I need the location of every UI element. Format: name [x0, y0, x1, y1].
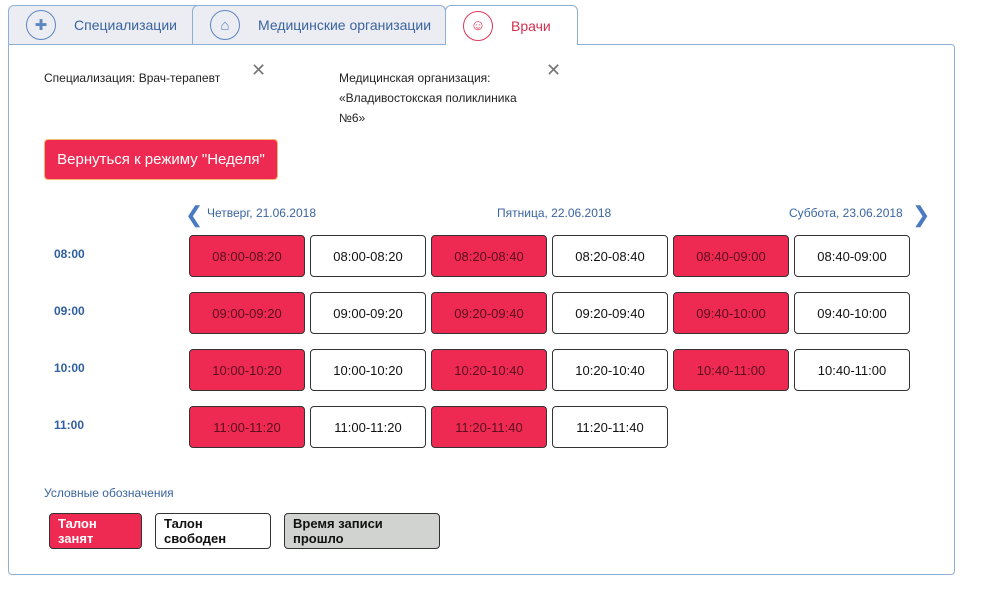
slot-free[interactable]: 09:00-09:20 [310, 292, 426, 334]
slot-free[interactable]: 10:00-10:20 [310, 349, 426, 391]
slot-busy[interactable]: 10:40-11:00 [673, 349, 789, 391]
slot-busy[interactable]: 08:40-09:00 [673, 235, 789, 277]
medical-case-icon: ✚ [26, 10, 56, 40]
hour-label: 11:00 [54, 418, 85, 432]
prev-day-arrow-icon[interactable]: ❮ [185, 202, 204, 227]
doctor-icon: ☺ [463, 10, 493, 41]
legend-past: Время записи прошло [284, 513, 440, 549]
tab-specializations[interactable]: ✚ Специализации [8, 5, 208, 44]
hour-label: 10:00 [54, 361, 85, 375]
hour-label: 09:00 [54, 304, 85, 318]
organization-label: Медицинская организация: [339, 71, 491, 85]
tab-doctors[interactable]: ☺ Врачи [445, 5, 578, 45]
close-icon[interactable]: ✕ [251, 60, 267, 80]
slot-busy[interactable]: 09:20-09:40 [431, 292, 547, 334]
tab-label: Врачи [511, 17, 551, 34]
slot-free[interactable]: 11:20-11:40 [552, 406, 668, 448]
slot-free[interactable]: 08:40-09:00 [794, 235, 910, 277]
day-header: Суббота, 23.06.2018 [789, 206, 903, 220]
slot-busy[interactable]: 10:00-10:20 [189, 349, 305, 391]
legend-busy: Талон занят [49, 513, 142, 549]
specialization-filter: Специализация: Врач-терапевт [44, 71, 221, 85]
legend-title: Условные обозначения [44, 486, 174, 500]
organization-filter: Медицинская организация: «Владивостокска… [339, 68, 539, 128]
slot-free[interactable]: 09:40-10:00 [794, 292, 910, 334]
day-header: Четверг, 21.06.2018 [207, 206, 316, 220]
slot-busy[interactable]: 08:20-08:40 [431, 235, 547, 277]
day-header: Пятница, 22.06.2018 [497, 206, 612, 220]
hour-label: 08:00 [54, 247, 85, 261]
slot-free[interactable]: 08:00-08:20 [310, 235, 426, 277]
slot-busy[interactable]: 11:20-11:40 [431, 406, 547, 448]
slot-free[interactable]: 08:20-08:40 [552, 235, 668, 277]
slot-busy[interactable]: 11:00-11:20 [189, 406, 305, 448]
tab-organizations[interactable]: ⌂ Медицинские организации [192, 5, 446, 44]
next-day-arrow-icon[interactable]: ❯ [912, 202, 931, 227]
hospital-icon: ⌂ [210, 10, 240, 40]
slot-free[interactable]: 11:00-11:20 [310, 406, 426, 448]
slot-busy[interactable]: 09:00-09:20 [189, 292, 305, 334]
slot-free[interactable]: 09:20-09:40 [552, 292, 668, 334]
organization-value: «Владивостокская поликлиника №6» [339, 91, 517, 125]
legend-free: Талон свободен [155, 513, 271, 549]
slot-free[interactable]: 10:40-11:00 [794, 349, 910, 391]
back-to-week-button[interactable]: Вернуться к режиму "Неделя" [44, 139, 278, 180]
slot-free[interactable]: 10:20-10:40 [552, 349, 668, 391]
slot-busy[interactable]: 09:40-10:00 [673, 292, 789, 334]
slot-busy[interactable]: 10:20-10:40 [431, 349, 547, 391]
tab-label: Медицинские организации [258, 17, 432, 33]
close-icon[interactable]: ✕ [546, 60, 562, 80]
slot-busy[interactable]: 08:00-08:20 [189, 235, 305, 277]
tab-label: Специализации [74, 17, 177, 33]
